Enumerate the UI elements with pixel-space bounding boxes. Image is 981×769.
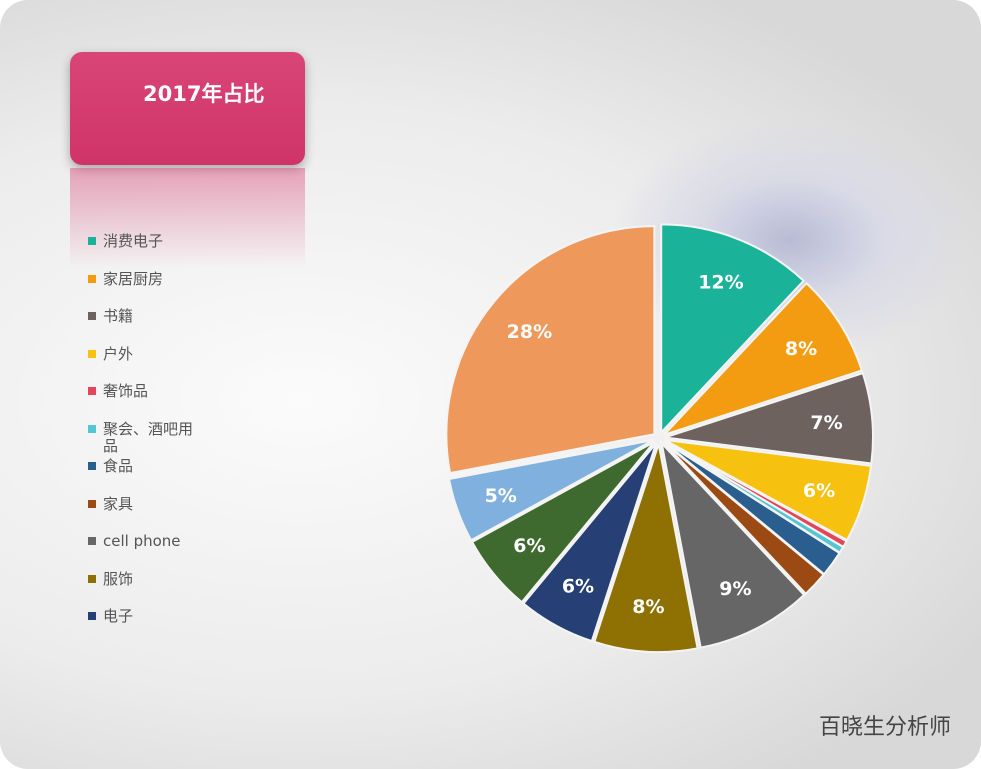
data-label: 12% [698, 272, 743, 294]
legend-item: 电子 [88, 605, 198, 643]
legend-label: 家居厨房 [103, 269, 164, 288]
pie-slice [663, 281, 864, 436]
legend-marker [88, 237, 96, 245]
legend-label: 服饰 [103, 569, 134, 588]
pie-slice [664, 438, 873, 542]
legend-marker [88, 312, 96, 320]
legend-item: 食品 [88, 455, 198, 493]
legend-item: 家居厨房 [88, 268, 198, 306]
pie-slice [593, 443, 699, 653]
legend-item: 家具 [88, 493, 198, 531]
data-label: 5% [485, 485, 517, 507]
legend-item: cell phone [88, 530, 198, 568]
legend-item: 服饰 [88, 568, 198, 606]
legend-label: 家具 [103, 494, 134, 513]
legend-label: 食品 [103, 457, 134, 475]
pie-slice [470, 440, 656, 604]
legend-marker [88, 537, 96, 545]
title-box: 2017年占比 [70, 52, 305, 165]
data-label: 7% [810, 412, 842, 434]
data-label: 8% [632, 596, 664, 618]
data-label: 6% [513, 535, 545, 557]
pie-slice [447, 439, 654, 542]
legend-item: 户外 [88, 343, 198, 381]
data-label: 28% [507, 321, 552, 343]
pie-slice [662, 441, 826, 596]
legend-label: 奢饰品 [103, 382, 149, 400]
legend-label: 电子 [103, 607, 134, 625]
pie-slice [445, 225, 656, 475]
legend-item: 消费电子 [88, 230, 198, 268]
data-label: 8% [785, 338, 817, 360]
legend-label: 户外 [103, 344, 134, 363]
data-label: 6% [562, 575, 594, 597]
data-label: 6% [803, 480, 835, 502]
pie-slice [664, 371, 874, 465]
legend-item: 书籍 [88, 305, 198, 343]
legend-marker [88, 349, 96, 358]
pie-slice [522, 442, 658, 643]
legend-label: 消费电子 [103, 232, 164, 250]
title-reflection [70, 168, 305, 268]
pie-slice [660, 223, 806, 435]
pie-slice [660, 440, 806, 649]
legend-marker [88, 612, 96, 620]
legend-marker [88, 574, 96, 583]
legend-item: 奢饰品 [88, 380, 198, 418]
legend-label: 聚会、酒吧用品 [103, 419, 194, 455]
legend-marker [88, 424, 96, 433]
legend-marker [88, 274, 96, 283]
watermark: 百晓生分析师 [818, 715, 951, 740]
legend: 消费电子家居厨房书籍户外奢饰品聚会、酒吧用品食品家具 cell phone 服饰电子 [88, 230, 198, 643]
legend-label: 书籍 [103, 307, 134, 325]
chart-title: 2017年占比 [143, 82, 265, 106]
data-label: 9% [719, 578, 751, 600]
legend-item: 聚会、酒吧用品 [88, 418, 198, 456]
legend-marker [88, 387, 96, 395]
legend-marker [88, 462, 96, 470]
legend-marker [88, 499, 96, 508]
legend-label: cell phone [103, 532, 181, 550]
